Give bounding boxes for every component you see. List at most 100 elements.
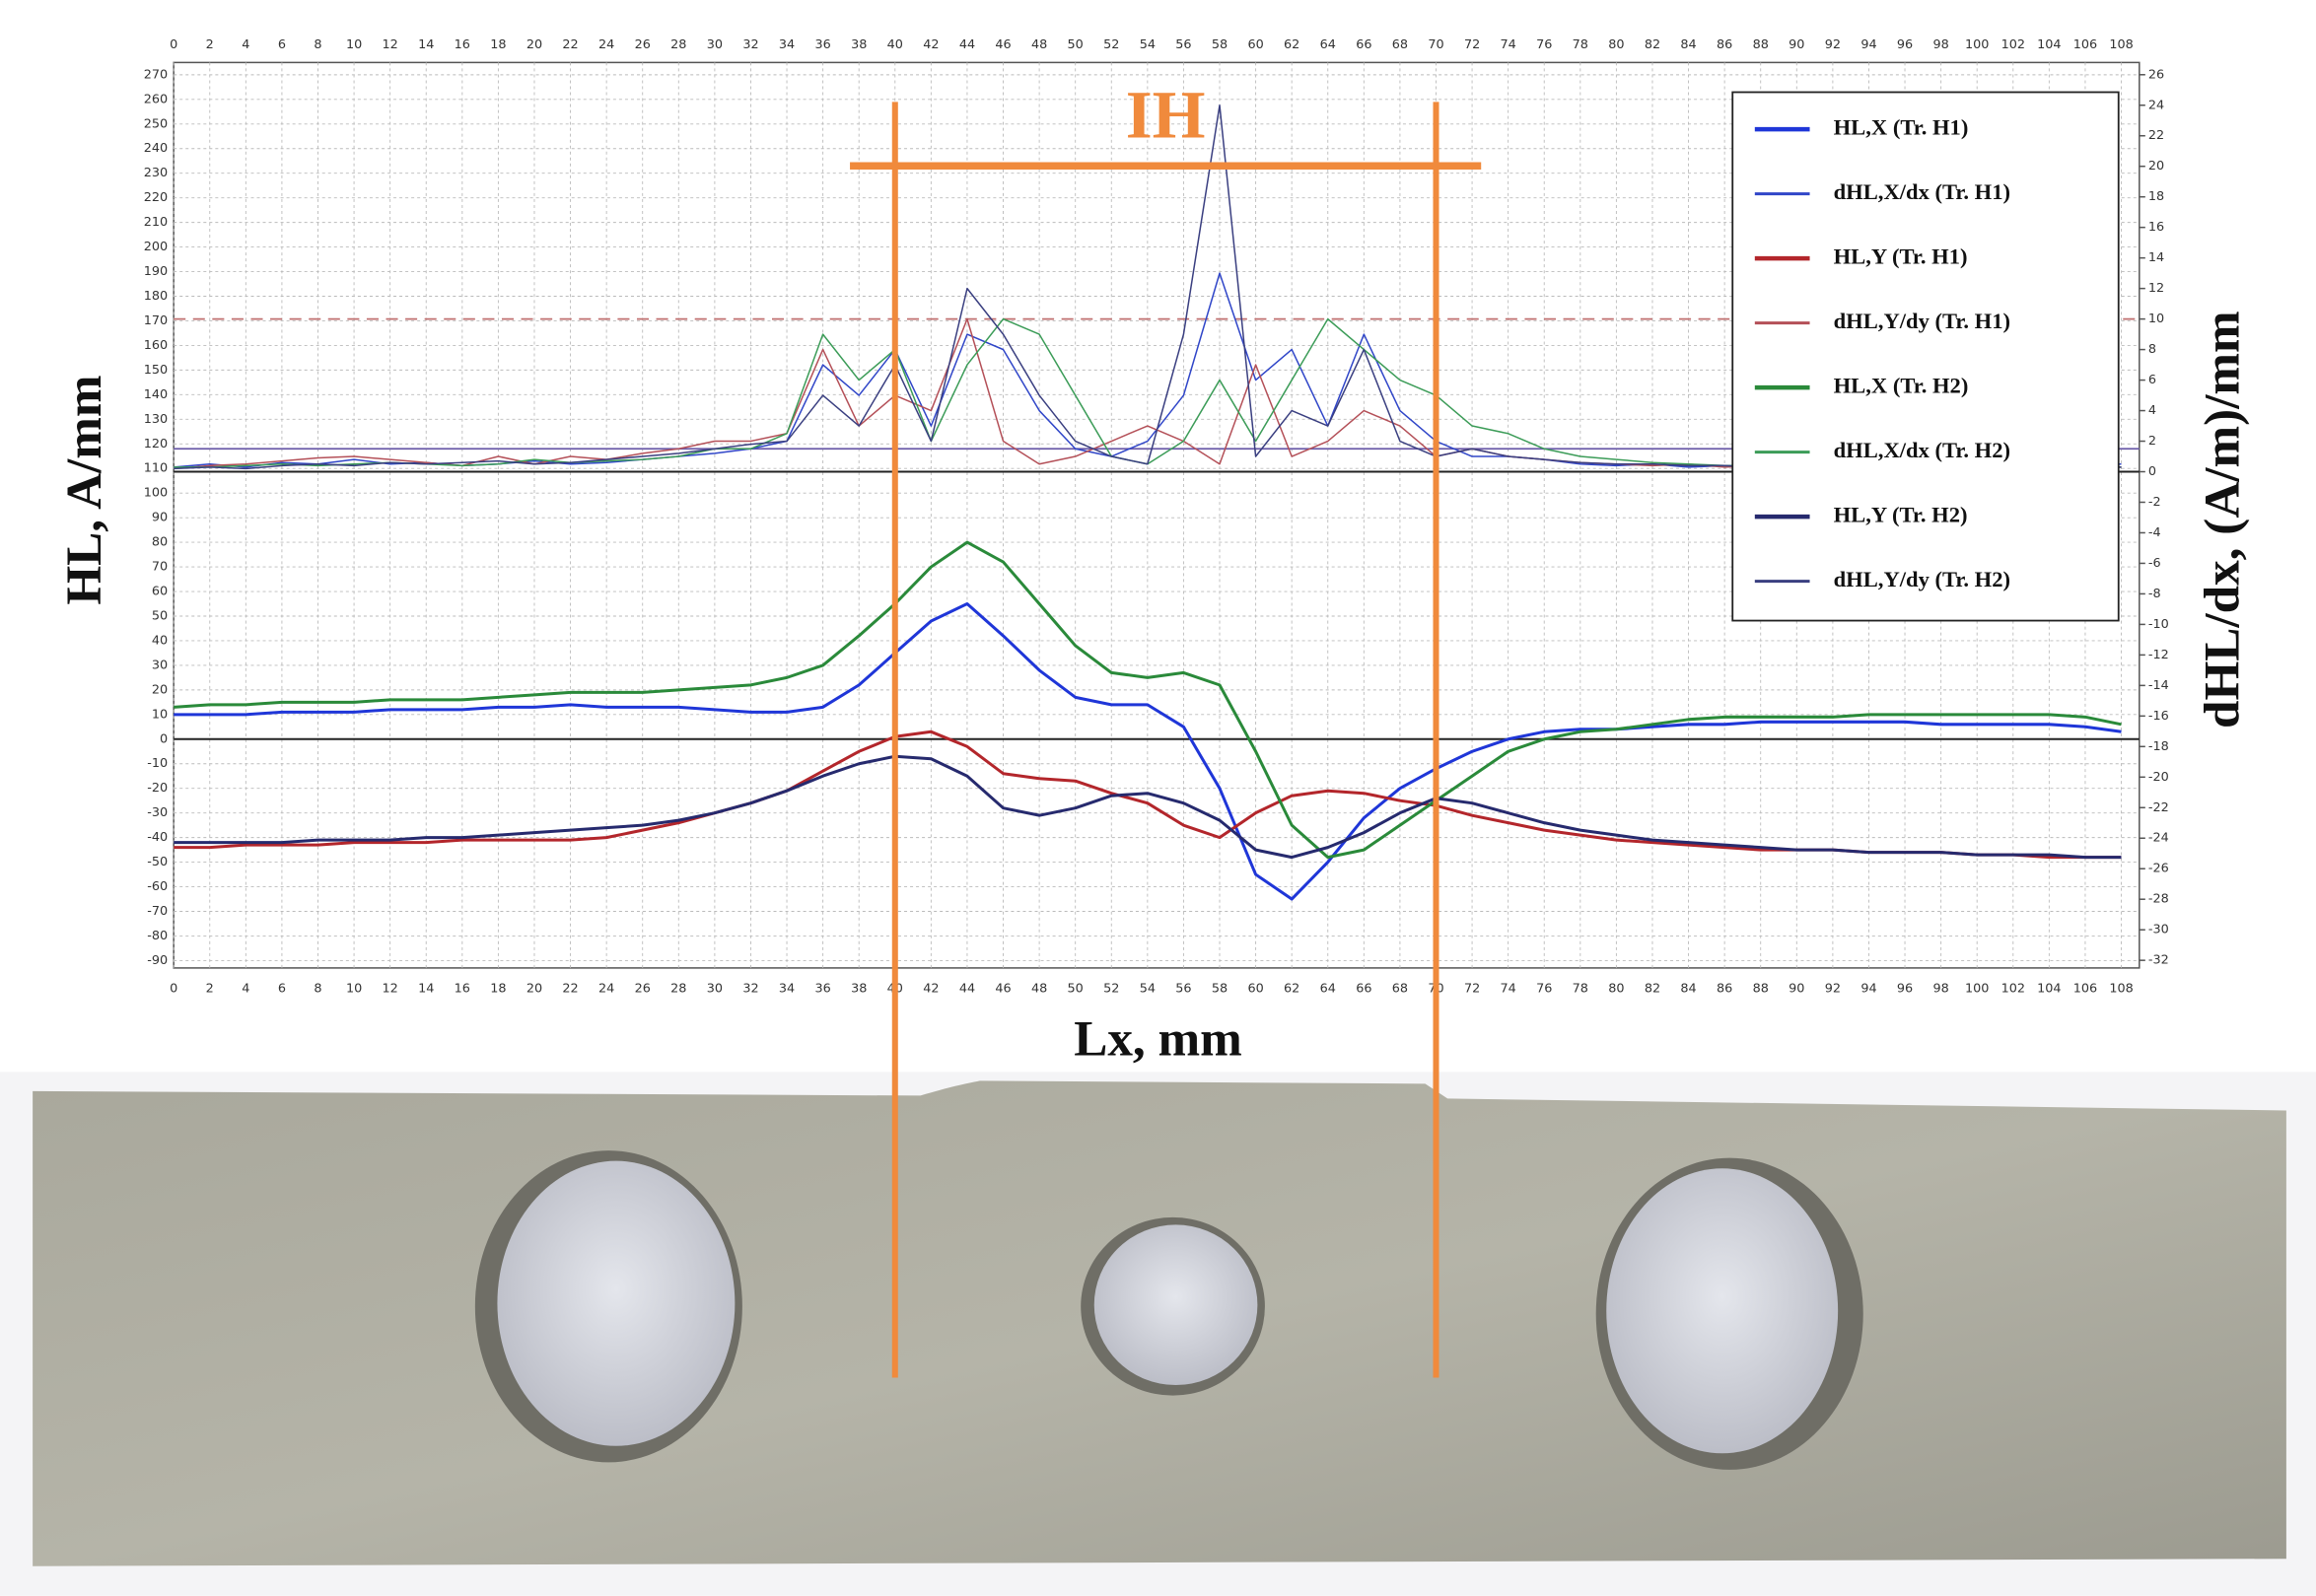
x-tick-label: 10: [346, 981, 362, 996]
y-tick-label: 70: [152, 560, 168, 575]
series-line: [174, 601, 2122, 901]
x-tick-label: 30: [707, 37, 723, 52]
x-tick-label: 64: [1320, 981, 1336, 996]
x-tick-label: 66: [1356, 981, 1371, 996]
y-tick-label: 150: [144, 363, 168, 378]
x-tick-label: 56: [1175, 981, 1191, 996]
legend: HL,X (Tr. H1) dHL,X/dx (Tr. H1) HL,Y (Tr. …: [1731, 91, 2120, 622]
x-tick-label: 88: [1753, 981, 1769, 996]
y2-tick-label: -30: [2148, 923, 2169, 937]
x-tick-label: 64: [1320, 37, 1336, 52]
x-tick-label: 14: [418, 37, 434, 52]
y2-tick-label: -6: [2148, 556, 2161, 571]
legend-label: dHL,Y/dy (Tr. H1): [1834, 309, 2010, 333]
y-tick-label: 140: [144, 387, 168, 402]
y-tick-label: -60: [147, 879, 168, 894]
y-axis-title: HL, A/mm: [56, 375, 112, 604]
y2-tick-label: 16: [2148, 220, 2164, 235]
y2-tick-label: -18: [2148, 739, 2169, 754]
annotation-label: IH: [1126, 77, 1206, 153]
specimen-photo: [0, 1072, 2316, 1596]
y-tick-label: 10: [152, 707, 168, 722]
y2-tick-label: 22: [2148, 128, 2164, 143]
x-tick-label: 88: [1753, 37, 1769, 52]
y2-tick-label: 10: [2148, 312, 2164, 326]
x-tick-label: 78: [1573, 981, 1588, 996]
y-tick-label: -20: [147, 781, 168, 796]
y-tick-label: 260: [144, 92, 168, 106]
x-tick-label: 30: [707, 981, 723, 996]
y-tick-label: 0: [160, 731, 168, 746]
y2-tick-label: -4: [2148, 525, 2161, 540]
x-tick-label: 100: [1965, 981, 1989, 996]
y2-tick-label: 0: [2148, 464, 2156, 479]
x-tick-label: 106: [2073, 981, 2097, 996]
x-tick-label: 82: [1645, 37, 1660, 52]
legend-label: HL,Y (Tr. H2): [1834, 502, 1968, 526]
x-tick-label: 4: [242, 37, 249, 52]
x-tick-label: 60: [1247, 37, 1263, 52]
x-tick-label: 94: [1860, 981, 1876, 996]
x-tick-label: 22: [562, 981, 578, 996]
x-tick-label: 74: [1501, 981, 1516, 996]
x-tick-label: 80: [1608, 37, 1624, 52]
x-tick-label: 104: [2037, 981, 2061, 996]
x-tick-label: 96: [1897, 981, 1913, 996]
y2-tick-label: 12: [2148, 281, 2164, 296]
y-tick-label: 20: [152, 682, 168, 697]
x-tick-label: 84: [1680, 981, 1696, 996]
x-tick-label: 8: [314, 981, 321, 996]
x-tick-label: 16: [455, 37, 470, 52]
x-tick-label: 18: [490, 37, 506, 52]
y-tick-label: 130: [144, 412, 168, 427]
legend-box: [1731, 91, 2120, 622]
x-tick-label: 46: [995, 37, 1011, 52]
y2-tick-label: -16: [2148, 709, 2169, 724]
x-tick-label: 66: [1356, 37, 1371, 52]
y-tick-label: 160: [144, 338, 168, 353]
x-tick-label: 22: [562, 37, 578, 52]
y-tick-label: 190: [144, 264, 168, 279]
x-tick-label: 10: [346, 37, 362, 52]
x-tick-label: 98: [1932, 981, 1948, 996]
series-line: [174, 754, 2122, 860]
x-tick-label: 38: [851, 37, 867, 52]
legend-label: dHL,Y/dy (Tr. H2): [1834, 567, 2010, 591]
y2-tick-label: -14: [2148, 678, 2169, 693]
y-tick-label: 30: [152, 658, 168, 672]
x-tick-label: 42: [923, 981, 939, 996]
y-tick-label: 200: [144, 240, 168, 254]
y-tick-label: 110: [144, 461, 168, 476]
x-tick-label: 60: [1247, 981, 1263, 996]
x-tick-label: 48: [1031, 37, 1047, 52]
y2-tick-label: -32: [2148, 953, 2169, 968]
x-tick-label: 96: [1897, 37, 1913, 52]
x-tick-label: 62: [1284, 37, 1299, 52]
x-tick-label: 102: [2001, 37, 2025, 52]
x-tick-label: 18: [490, 981, 506, 996]
x-tick-label: 106: [2073, 37, 2097, 52]
y-tick-label: -50: [147, 855, 168, 869]
x-tick-label: 86: [1717, 37, 1732, 52]
x-tick-label: 26: [635, 981, 651, 996]
series-line: [174, 540, 2122, 860]
x-tick-label: 12: [383, 981, 398, 996]
x-tick-label: 108: [2109, 981, 2133, 996]
y2-axis-title: dHL/dx, (A/m)/mm: [2194, 311, 2250, 729]
x-tick-label: 54: [1140, 37, 1156, 52]
x-tick-label: 100: [1965, 37, 1989, 52]
y-tick-label: 270: [144, 67, 168, 82]
x-tick-label: 14: [418, 981, 434, 996]
x-tick-label: 6: [278, 37, 286, 52]
y2-tick-label: 24: [2148, 98, 2164, 112]
x-tick-label: 62: [1284, 981, 1299, 996]
x-tick-label: 84: [1680, 37, 1696, 52]
x-tick-label: 72: [1464, 37, 1480, 52]
y2-tick-label: -12: [2148, 648, 2169, 662]
x-tick-label: 40: [887, 37, 903, 52]
y-tick-label: 250: [144, 116, 168, 131]
y-tick-label: 60: [152, 585, 168, 599]
x-tick-label: 46: [995, 981, 1011, 996]
x-tick-label: 68: [1392, 37, 1408, 52]
